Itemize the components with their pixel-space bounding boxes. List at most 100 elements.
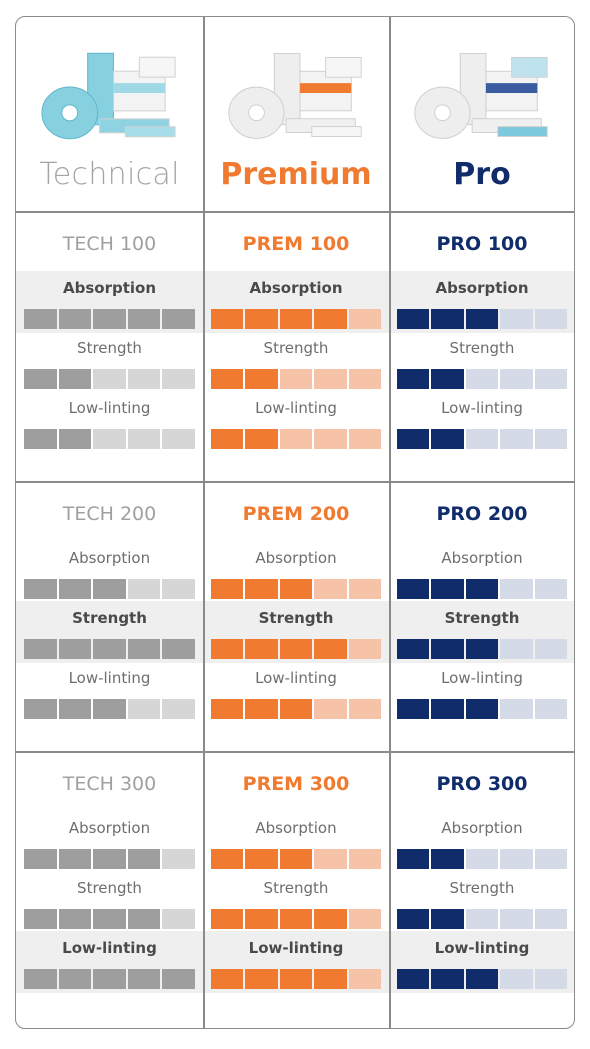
rating-segment-empty	[534, 969, 568, 989]
rating-segment-filled	[24, 429, 57, 449]
rating-segment-filled	[279, 639, 313, 659]
rating-segment-filled	[245, 969, 278, 989]
rating-segment-filled	[245, 429, 278, 449]
rating-segment-filled	[431, 909, 464, 929]
rating-segment-empty	[534, 579, 568, 599]
row-divider	[16, 751, 574, 753]
metric-label-strength: Strength	[449, 879, 515, 897]
metric-label-low-linting: Low-linting	[255, 399, 337, 417]
rating-bar-strength	[397, 639, 568, 659]
rating-bar-low-linting	[24, 429, 195, 449]
rating-segment-filled	[245, 369, 278, 389]
rating-segment-filled	[24, 969, 57, 989]
rating-bar-absorption	[211, 309, 382, 329]
metric-label-low-linting: Low-linting	[441, 669, 523, 687]
rating-segment-filled	[245, 639, 278, 659]
rating-segment-filled	[211, 699, 244, 719]
rating-segment-filled	[162, 969, 195, 989]
rating-segment-empty	[162, 579, 195, 599]
product-name: TECH 100	[62, 233, 157, 255]
rating-bar-low-linting	[24, 699, 195, 719]
rating-bar-low-linting	[24, 969, 195, 989]
rating-bar-low-linting	[397, 969, 568, 989]
metric-label-strength: Strength	[449, 339, 515, 357]
rating-segment-filled	[431, 969, 464, 989]
rating-segment-filled	[127, 849, 161, 869]
rating-segment-empty	[534, 849, 568, 869]
rating-segment-filled	[431, 369, 464, 389]
rating-segment-empty	[348, 849, 382, 869]
rating-segment-filled	[245, 699, 278, 719]
rating-segment-filled	[465, 639, 499, 659]
rating-bar-absorption	[397, 849, 568, 869]
premium-products-image	[217, 39, 375, 149]
metric-label-low-linting: Low-linting	[255, 669, 337, 687]
rating-bar-strength	[24, 909, 195, 929]
rating-segment-empty	[162, 849, 195, 869]
rating-bar-strength	[211, 909, 382, 929]
rating-bar-strength	[211, 639, 382, 659]
rating-segment-empty	[500, 969, 533, 989]
metric-label-strength: Strength	[72, 609, 147, 627]
metric-label-low-linting: Low-linting	[441, 399, 523, 417]
rating-segment-filled	[211, 369, 244, 389]
metric-label-absorption: Absorption	[62, 279, 156, 297]
rating-segment-empty	[314, 429, 347, 449]
rating-bar-low-linting	[211, 699, 382, 719]
metric-label-strength: Strength	[444, 609, 520, 627]
rating-segment-empty	[465, 429, 499, 449]
rating-segment-filled	[397, 429, 430, 449]
rating-segment-empty	[465, 849, 499, 869]
rating-bar-absorption	[397, 579, 568, 599]
rating-segment-filled	[93, 699, 126, 719]
rating-segment-empty	[534, 309, 568, 329]
rating-segment-filled	[211, 639, 244, 659]
rating-bar-strength	[24, 639, 195, 659]
rating-segment-empty	[534, 909, 568, 929]
rating-segment-filled	[93, 639, 126, 659]
rating-segment-filled	[245, 579, 278, 599]
rating-segment-filled	[24, 309, 57, 329]
row-divider	[16, 481, 574, 483]
product-comparison-grid: Technical TECH 100 Absorption Strength Low-l…	[15, 16, 575, 1029]
metric-label-strength: Strength	[263, 339, 329, 357]
rating-segment-filled	[397, 909, 430, 929]
rating-bar-low-linting	[397, 429, 568, 449]
rating-segment-empty	[500, 429, 533, 449]
rating-segment-empty	[348, 969, 382, 989]
rating-segment-filled	[93, 309, 126, 329]
rating-segment-filled	[24, 699, 57, 719]
rating-segment-filled	[431, 849, 464, 869]
rating-segment-empty	[500, 639, 533, 659]
rating-segment-filled	[397, 699, 430, 719]
rating-segment-empty	[93, 429, 126, 449]
rating-segment-filled	[397, 639, 430, 659]
rating-segment-filled	[58, 849, 92, 869]
rating-segment-empty	[534, 639, 568, 659]
metric-label-absorption: Absorption	[255, 549, 337, 567]
rating-segment-empty	[500, 909, 533, 929]
brand-title-pro: Pro	[453, 157, 511, 192]
rating-segment-empty	[534, 699, 568, 719]
rating-segment-filled	[465, 309, 499, 329]
rating-bar-absorption	[397, 309, 568, 329]
product-name: PRO 100	[436, 233, 528, 255]
rating-segment-empty	[500, 309, 533, 329]
rating-segment-filled	[127, 309, 161, 329]
rating-segment-filled	[24, 579, 57, 599]
rating-segment-empty	[348, 579, 382, 599]
rating-segment-filled	[279, 579, 313, 599]
rating-segment-filled	[24, 849, 57, 869]
rating-segment-filled	[58, 969, 92, 989]
rating-bar-absorption	[24, 579, 195, 599]
rating-segment-filled	[314, 909, 347, 929]
rating-segment-filled	[58, 369, 92, 389]
rating-segment-filled	[211, 849, 244, 869]
rating-bar-absorption	[211, 849, 382, 869]
metric-label-strength: Strength	[77, 339, 142, 357]
rating-segment-filled	[162, 309, 195, 329]
rating-segment-filled	[93, 849, 126, 869]
rating-segment-filled	[397, 579, 430, 599]
rating-segment-filled	[93, 969, 126, 989]
rating-segment-filled	[93, 909, 126, 929]
